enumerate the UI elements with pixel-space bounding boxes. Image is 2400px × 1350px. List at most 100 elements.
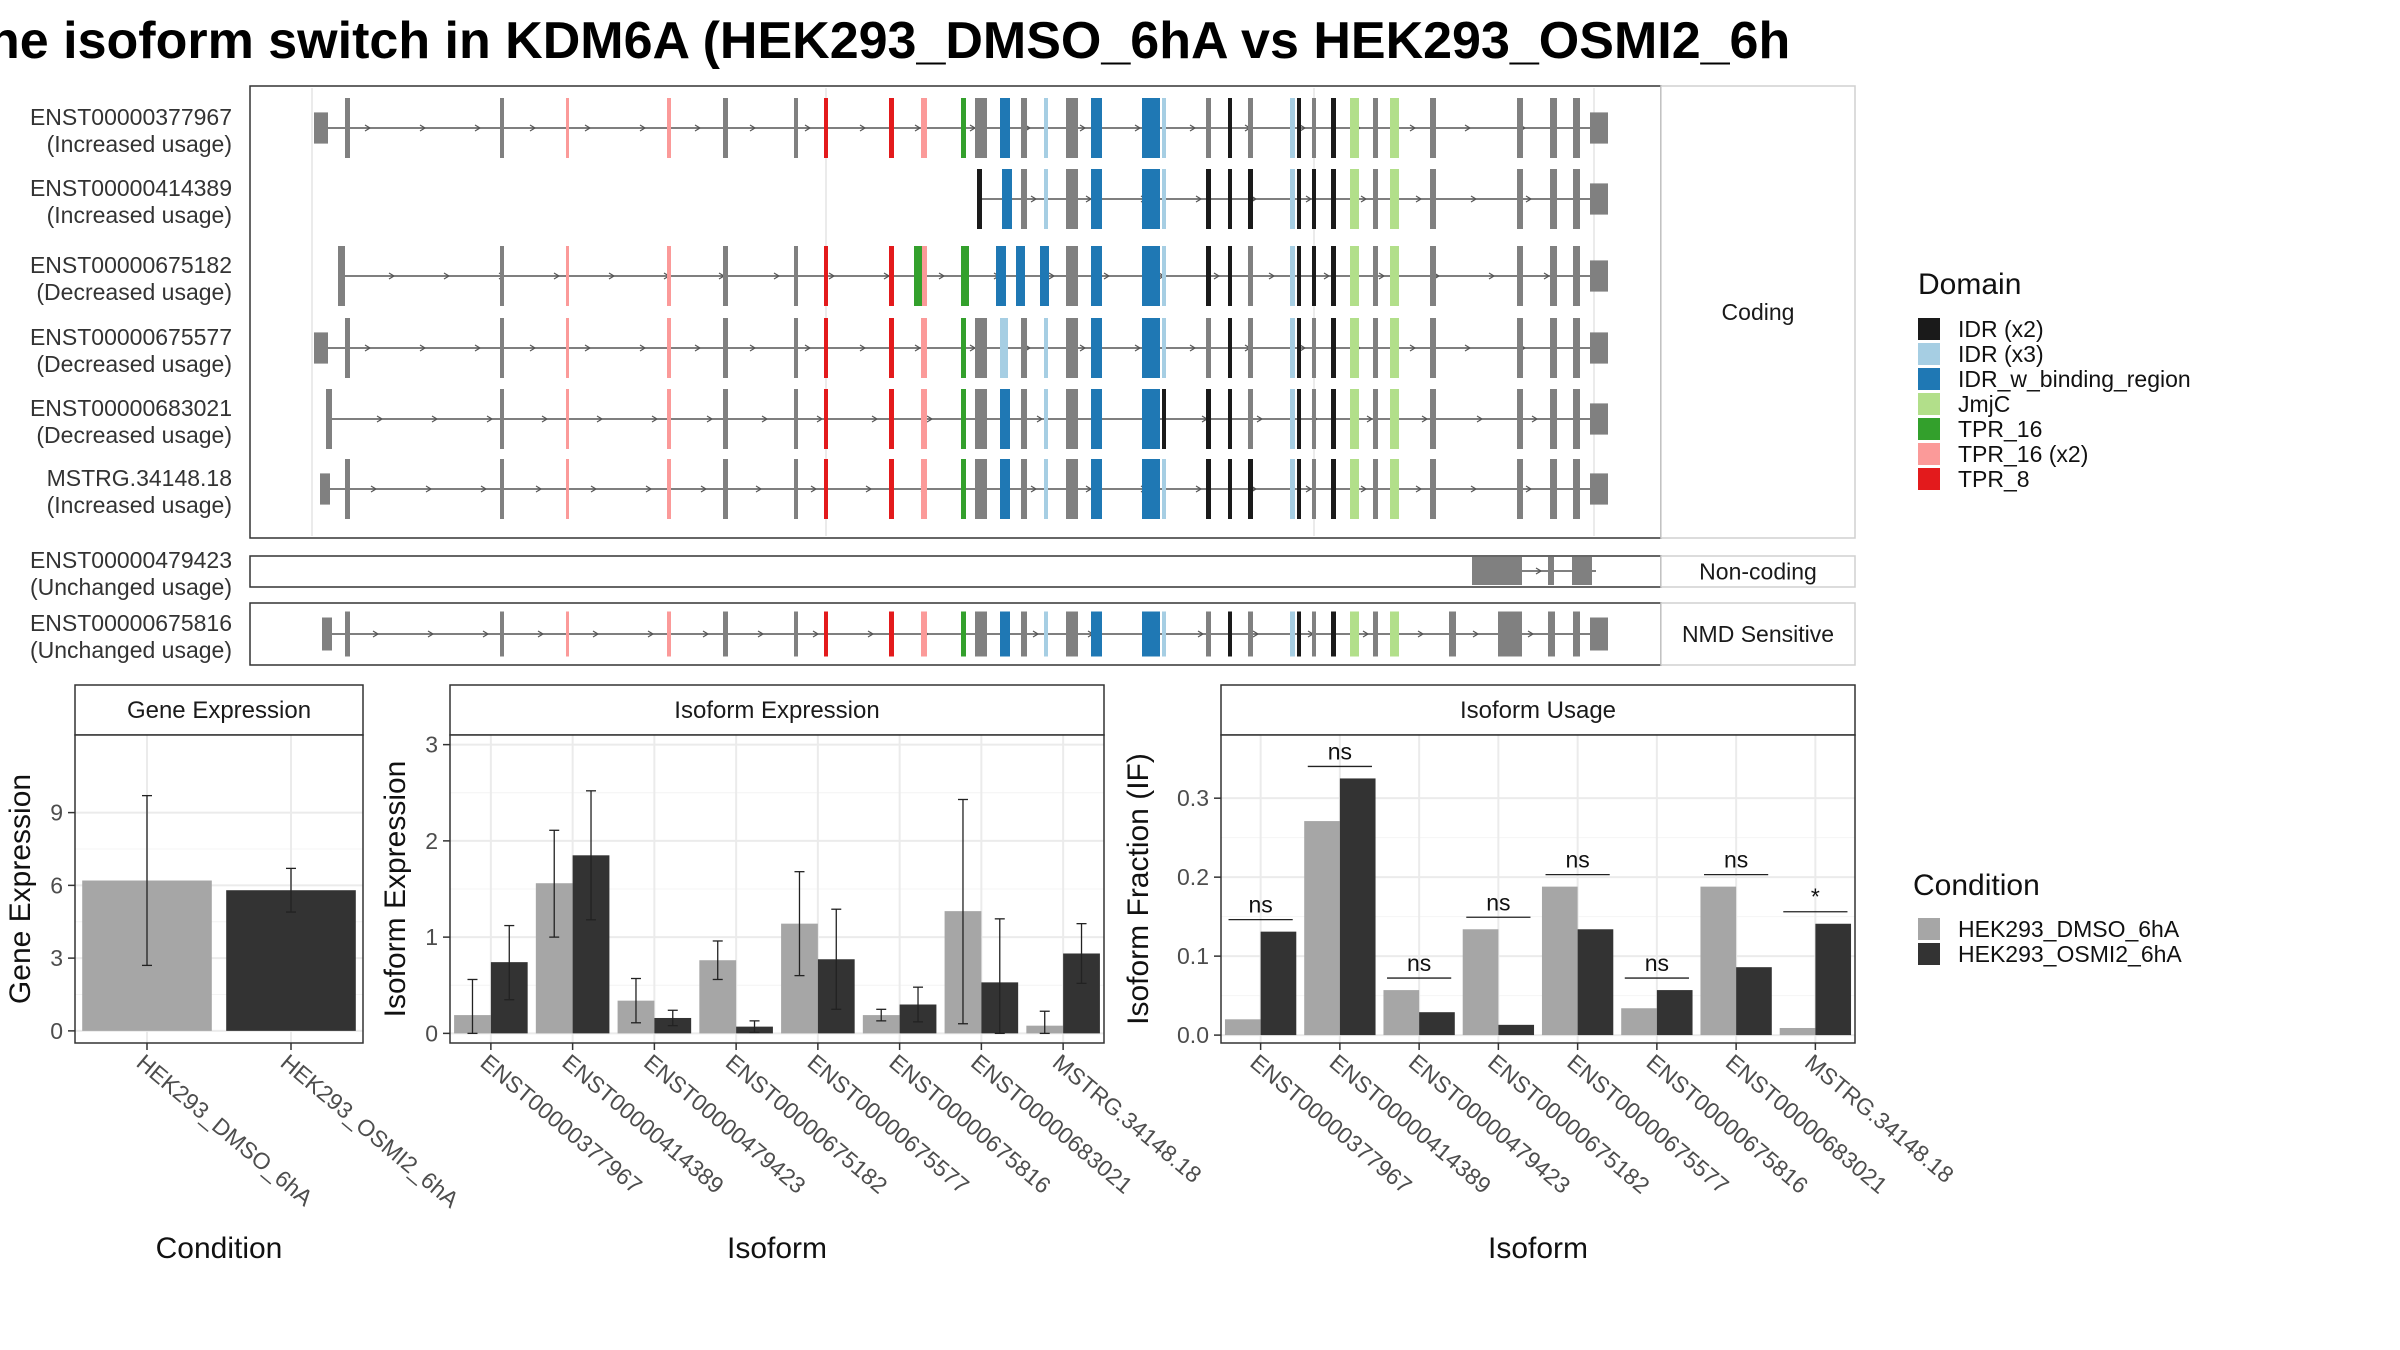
strand-arrow (1535, 567, 1543, 575)
condition-legend-swatch (1918, 943, 1940, 965)
exon (1091, 98, 1102, 158)
exon (1430, 169, 1436, 229)
significance-label: ns (1407, 950, 1431, 976)
exon (1162, 98, 1166, 158)
exon (1331, 611, 1336, 657)
exon (1312, 169, 1316, 229)
exon (921, 98, 927, 158)
isoform-usage-label: (Decreased usage) (36, 351, 232, 377)
strand-arrow (1415, 485, 1423, 493)
plot-title: Gene Expression (127, 697, 311, 724)
strand-arrow (541, 415, 549, 423)
bar (1304, 821, 1340, 1036)
exon (1550, 169, 1557, 229)
isoform-usage-label: (Decreased usage) (36, 422, 232, 448)
exon (1066, 389, 1078, 449)
exon (500, 98, 504, 158)
strand-arrow (1472, 630, 1480, 638)
isoform-usage-label: (Increased usage) (47, 202, 232, 228)
plot-title: Isoform Usage (1460, 697, 1616, 724)
exon (1331, 459, 1336, 519)
exon (1162, 169, 1166, 229)
exon (824, 611, 828, 657)
exon (1044, 389, 1048, 449)
strand-arrow (816, 415, 824, 423)
exon (975, 98, 987, 158)
strand-arrow (1032, 630, 1040, 638)
exon (1297, 611, 1301, 657)
strand-arrow (431, 415, 439, 423)
strand-arrow (700, 485, 708, 493)
isoform-id-label: ENST00000414389 (30, 175, 232, 201)
domain-legend-swatch (1918, 343, 1940, 365)
isoform-id-label: ENST00000683021 (30, 395, 232, 421)
exon (566, 318, 569, 378)
exon (500, 246, 504, 306)
strand-arrow (871, 415, 879, 423)
strand-arrow (364, 344, 372, 352)
exon (824, 98, 828, 158)
exon (1162, 246, 1166, 306)
condition-legend-title: Condition (1913, 869, 2040, 902)
exon (1162, 389, 1166, 449)
strand-arrow (1268, 272, 1276, 280)
strand-arrow (1525, 195, 1533, 203)
exon (1142, 389, 1160, 449)
strand-arrow (592, 630, 600, 638)
exon (1248, 98, 1253, 158)
exon (1066, 98, 1078, 158)
strand-arrow (1464, 344, 1472, 352)
exon (921, 318, 927, 378)
strand-arrow (1464, 124, 1472, 132)
exon (1590, 260, 1608, 292)
isoform-usage-label: (Increased usage) (47, 492, 232, 518)
y-tick-label: 3 (425, 732, 438, 758)
exon (1550, 98, 1557, 158)
domain-legend-swatch (1918, 468, 1940, 490)
domain-legend-swatch (1918, 418, 1940, 440)
x-axis-label: Isoform (727, 1232, 827, 1265)
exon (1228, 169, 1232, 229)
exon (1162, 611, 1166, 657)
exon (1066, 169, 1078, 229)
domain-legend-swatch (1918, 393, 1940, 415)
exon (1066, 318, 1078, 378)
exon (975, 459, 987, 519)
exon (1142, 98, 1160, 158)
exon (889, 389, 894, 449)
exon (667, 459, 671, 519)
exon (921, 389, 927, 449)
exon (1206, 318, 1211, 378)
exon (1498, 611, 1522, 657)
facet-strip-label: Coding (1722, 299, 1795, 325)
exon (1430, 389, 1436, 449)
exon (345, 459, 350, 519)
exon (1430, 459, 1436, 519)
exon (1373, 169, 1378, 229)
exon (1573, 459, 1580, 519)
exon (1430, 98, 1436, 158)
strand-arrow (1409, 124, 1417, 132)
exon (975, 611, 987, 657)
significance-label: ns (1645, 950, 1669, 976)
exon (1517, 169, 1523, 229)
exon (322, 617, 332, 651)
exon (1350, 389, 1359, 449)
exon (794, 611, 798, 657)
exon (1162, 459, 1166, 519)
exon (1312, 246, 1316, 306)
x-tick-label: MSTRG.34148.18 (1048, 1049, 1207, 1188)
exon (723, 611, 728, 657)
strand-arrow (1030, 485, 1038, 493)
strand-arrow (482, 630, 490, 638)
strand-arrow (914, 124, 922, 132)
strand-arrow (639, 344, 647, 352)
exon (961, 246, 969, 306)
exon (723, 98, 728, 158)
plot-strip (74, 684, 364, 736)
exon (1590, 183, 1608, 215)
exon (1331, 318, 1336, 378)
exon (1573, 246, 1580, 306)
strand-arrow (1195, 485, 1203, 493)
exon (1290, 98, 1295, 158)
